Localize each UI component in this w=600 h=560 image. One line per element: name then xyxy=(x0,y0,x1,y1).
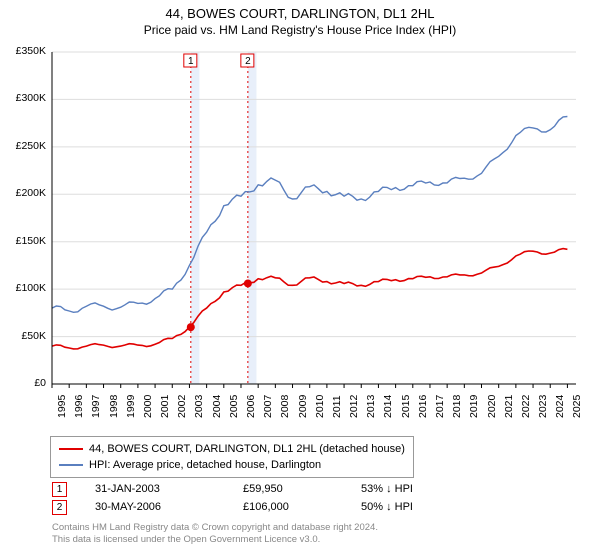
sale-date-2: 30-MAY-2006 xyxy=(95,501,215,513)
x-tick-label: 2007 xyxy=(262,395,274,418)
y-tick-label: £50K xyxy=(2,330,46,342)
y-tick-label: £300K xyxy=(2,92,46,104)
legend-item-property: 44, BOWES COURT, DARLINGTON, DL1 2HL (de… xyxy=(59,441,405,457)
x-tick-label: 2022 xyxy=(520,395,532,418)
sale-date-1: 31-JAN-2003 xyxy=(95,483,215,495)
legend-item-hpi: HPI: Average price, detached house, Darl… xyxy=(59,457,405,473)
x-tick-label: 2020 xyxy=(486,395,498,418)
x-tick-label: 2014 xyxy=(382,395,394,418)
legend-label-hpi: HPI: Average price, detached house, Darl… xyxy=(89,457,321,473)
legend-swatch-property xyxy=(59,448,83,450)
attrib-line2: This data is licensed under the Open Gov… xyxy=(52,534,378,546)
chart-subtitle: Price paid vs. HM Land Registry's House … xyxy=(0,23,600,37)
chart-header: 44, BOWES COURT, DARLINGTON, DL1 2HL Pri… xyxy=(0,0,600,37)
y-tick-label: £350K xyxy=(2,45,46,57)
x-tick-label: 2010 xyxy=(314,395,326,418)
marker-badge-1: 1 xyxy=(52,482,67,497)
y-tick-label: £200K xyxy=(2,187,46,199)
y-tick-label: £100K xyxy=(2,282,46,294)
x-tick-label: 2023 xyxy=(537,395,549,418)
x-tick-label: 1998 xyxy=(108,395,120,418)
x-tick-label: 2013 xyxy=(365,395,377,418)
sales-rows: 1 31-JAN-2003 £59,950 53% ↓ HPI 2 30-MAY… xyxy=(52,480,461,516)
x-tick-label: 2005 xyxy=(228,395,240,418)
chart-area: 12 xyxy=(50,48,578,388)
chart-svg: 12 xyxy=(50,48,578,388)
chart-title: 44, BOWES COURT, DARLINGTON, DL1 2HL xyxy=(0,6,600,21)
x-tick-label: 2006 xyxy=(245,395,257,418)
x-tick-label: 2001 xyxy=(159,395,171,418)
y-tick-label: £0 xyxy=(2,377,46,389)
x-tick-label: 2008 xyxy=(279,395,291,418)
sale-price-2: £106,000 xyxy=(243,501,333,513)
svg-text:2: 2 xyxy=(245,56,251,67)
legend: 44, BOWES COURT, DARLINGTON, DL1 2HL (de… xyxy=(50,436,414,478)
x-tick-label: 2024 xyxy=(554,395,566,418)
x-tick-label: 2021 xyxy=(503,395,515,418)
svg-text:1: 1 xyxy=(188,56,194,67)
x-tick-label: 2018 xyxy=(451,395,463,418)
x-tick-label: 2009 xyxy=(297,395,309,418)
attribution: Contains HM Land Registry data © Crown c… xyxy=(52,522,378,546)
x-tick-label: 2003 xyxy=(193,395,205,418)
legend-swatch-hpi xyxy=(59,464,83,466)
marker-badge-2: 2 xyxy=(52,500,67,515)
x-tick-label: 1999 xyxy=(125,395,137,418)
x-tick-label: 2000 xyxy=(142,395,154,418)
x-tick-label: 2019 xyxy=(468,395,480,418)
y-tick-label: £150K xyxy=(2,235,46,247)
x-tick-label: 2012 xyxy=(348,395,360,418)
x-tick-label: 2025 xyxy=(571,395,583,418)
sale-row-2: 2 30-MAY-2006 £106,000 50% ↓ HPI xyxy=(52,498,461,516)
x-tick-label: 1995 xyxy=(56,395,68,418)
x-tick-label: 2017 xyxy=(434,395,446,418)
x-tick-label: 1997 xyxy=(90,395,102,418)
sale-pct-1: 53% ↓ HPI xyxy=(361,483,461,495)
x-tick-label: 2016 xyxy=(417,395,429,418)
x-tick-label: 2015 xyxy=(400,395,412,418)
sale-pct-2: 50% ↓ HPI xyxy=(361,501,461,513)
sale-row-1: 1 31-JAN-2003 £59,950 53% ↓ HPI xyxy=(52,480,461,498)
y-tick-label: £250K xyxy=(2,140,46,152)
x-tick-label: 1996 xyxy=(73,395,85,418)
sale-price-1: £59,950 xyxy=(243,483,333,495)
legend-label-property: 44, BOWES COURT, DARLINGTON, DL1 2HL (de… xyxy=(89,441,405,457)
x-tick-label: 2004 xyxy=(211,395,223,418)
x-tick-label: 2011 xyxy=(331,395,343,418)
attrib-line1: Contains HM Land Registry data © Crown c… xyxy=(52,522,378,534)
x-tick-label: 2002 xyxy=(176,395,188,418)
